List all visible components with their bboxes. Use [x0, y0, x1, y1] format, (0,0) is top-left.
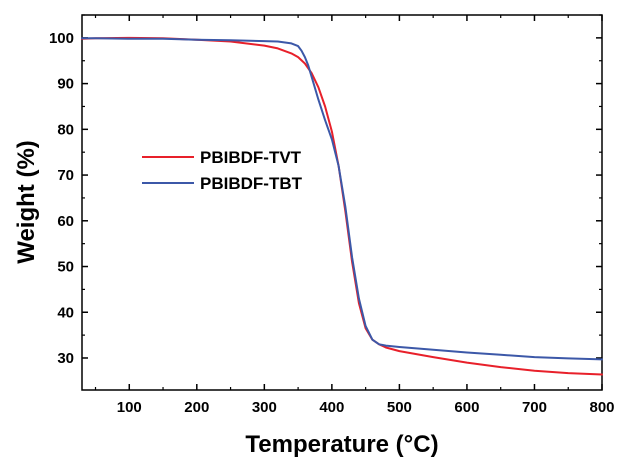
- x-tick-label: 700: [522, 399, 547, 416]
- y-tick-label: 90: [57, 76, 74, 93]
- x-tick-label: 800: [589, 399, 614, 416]
- y-tick-label: 60: [57, 213, 74, 230]
- y-tick-label: 70: [57, 167, 74, 184]
- x-tick-label: 400: [319, 399, 344, 416]
- x-axis: 100 200 300 400 500 600 700 800: [96, 15, 615, 416]
- x-tick-label: 500: [387, 399, 412, 416]
- y-tick-label: 50: [57, 259, 74, 276]
- series-line-pbibdf-tbt: [82, 38, 602, 359]
- y-tick-label: 100: [49, 30, 74, 47]
- y-tick-label: 40: [57, 304, 74, 321]
- plot-frame: [82, 15, 602, 390]
- y-tick-label: 80: [57, 121, 74, 138]
- plot-series: [82, 38, 602, 375]
- x-tick-label: 200: [184, 399, 209, 416]
- legend-label: PBIBDF-TBT: [200, 174, 303, 193]
- series-line-pbibdf-tvt: [82, 38, 602, 375]
- y-axis-title: Weight (%): [13, 140, 40, 264]
- x-tick-label: 600: [454, 399, 479, 416]
- x-axis-title: Temperature (°C): [245, 431, 438, 458]
- legend: PBIBDF-TVT PBIBDF-TBT: [142, 148, 303, 193]
- x-tick-label: 300: [252, 399, 277, 416]
- y-tick-label: 30: [57, 350, 74, 367]
- x-tick-label: 100: [117, 399, 142, 416]
- y-axis: 30 40 50 60 70 80 90 100: [49, 15, 602, 367]
- legend-label: PBIBDF-TVT: [200, 148, 302, 167]
